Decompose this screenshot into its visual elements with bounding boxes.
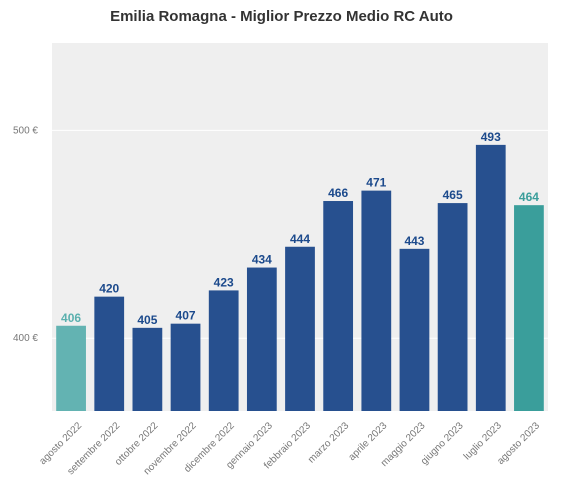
x-tick-label: marzo 2023 <box>306 420 351 465</box>
y-tick-label: 400 € <box>13 333 38 344</box>
value-label: 407 <box>176 309 196 323</box>
bar <box>208 290 239 411</box>
value-label: 493 <box>481 130 501 144</box>
value-label: 444 <box>290 232 310 246</box>
bar <box>514 205 544 411</box>
value-label: 465 <box>443 188 463 202</box>
bar <box>475 144 506 411</box>
value-labels: 406 420 405 407 423 434 444 466 471 443 465 493 464 <box>61 130 539 327</box>
bar <box>56 325 86 411</box>
bar <box>170 323 201 411</box>
bar <box>132 327 163 411</box>
bars <box>56 144 544 411</box>
value-label: 423 <box>214 275 234 289</box>
bar <box>94 296 125 411</box>
value-label: 405 <box>137 313 157 327</box>
bar <box>361 190 392 411</box>
value-label: 471 <box>366 176 386 190</box>
bar <box>437 203 468 411</box>
bar <box>246 267 277 411</box>
value-label: 406 <box>61 311 81 325</box>
bar <box>399 248 430 411</box>
y-axis: 400 € 500 € <box>13 125 38 344</box>
value-label: 464 <box>519 190 539 204</box>
bar <box>323 201 354 411</box>
y-tick-label: 500 € <box>13 125 38 136</box>
bar <box>285 246 315 411</box>
value-label: 434 <box>252 253 272 267</box>
chart-title: Emilia Romagna - Miglior Prezzo Medio RC… <box>110 8 453 25</box>
value-label: 420 <box>99 282 119 296</box>
value-label: 466 <box>328 186 348 200</box>
value-label: 443 <box>404 234 424 248</box>
